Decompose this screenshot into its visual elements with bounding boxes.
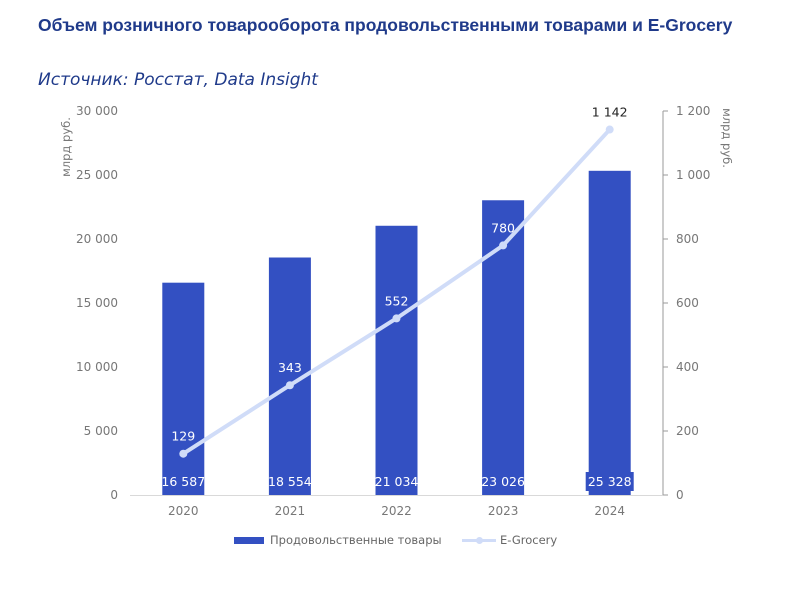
- chart-title: Объем розничного товарооборота продоволь…: [38, 15, 733, 35]
- left-tick-label: 15 000: [76, 296, 118, 310]
- line-series: [179, 125, 614, 458]
- bar-value-label: 16 587: [161, 474, 205, 489]
- right-tick-label: 0: [676, 488, 684, 502]
- line-value-label: 780: [491, 220, 515, 235]
- chart-subtitle: Источник: Росстат, Data Insight: [38, 70, 318, 90]
- line-value-label: 129: [171, 429, 195, 444]
- right-tick-label: 1 200: [676, 104, 710, 118]
- line-value-label: 1 142: [592, 105, 628, 120]
- legend-item-line[interactable]: E-Grocery: [462, 533, 557, 547]
- x-tick-label: 2020: [168, 504, 199, 518]
- bar-value-label: 23 026: [481, 474, 525, 489]
- legend-bar-label: Продовольственные товары: [270, 533, 442, 547]
- x-tick-label: 2022: [381, 504, 412, 518]
- left-tick-label: 0: [110, 488, 118, 502]
- bar-label-box: [585, 472, 634, 491]
- right-tick-label: 1 000: [676, 168, 710, 182]
- legend-bar-swatch: [234, 536, 264, 544]
- right-tick-label: 200: [676, 424, 699, 438]
- data-labels: 16 587 18 554 21 034 23 026 25 328 129 343 552 7…: [161, 105, 634, 491]
- line-value-label: 343: [278, 360, 302, 375]
- line-point[interactable]: [499, 241, 508, 250]
- left-tick-label: 10 000: [76, 360, 118, 374]
- right-axis-label: млрд руб.: [720, 108, 734, 168]
- legend-line-swatch: [462, 536, 496, 544]
- right-tick-label: 600: [676, 296, 699, 310]
- left-axis: 0 5 000 10 000 15 000 20 000 25 000 30 000млрд…: [59, 104, 118, 502]
- bar-value-label: 18 554: [268, 474, 312, 489]
- right-tick-label: 400: [676, 360, 699, 374]
- left-tick-label: 25 000: [76, 168, 118, 182]
- bar[interactable]: [588, 170, 631, 495]
- line-point[interactable]: [392, 314, 401, 323]
- left-tick-label: 30 000: [76, 104, 118, 118]
- legend-line-label: E-Grocery: [500, 533, 558, 547]
- left-axis-label: млрд руб.: [59, 117, 73, 177]
- legend-item-bars[interactable]: Продовольственные товары: [234, 533, 442, 547]
- line-value-label: 552: [385, 293, 409, 308]
- x-tick-label: 2021: [275, 504, 306, 518]
- line-point[interactable]: [285, 381, 294, 390]
- line-point[interactable]: [605, 125, 614, 134]
- x-tick-label: 2023: [488, 504, 519, 518]
- bar-value-label: 21 034: [375, 474, 419, 489]
- bar-value-label: 25 328: [588, 474, 632, 489]
- bar[interactable]: [162, 282, 205, 495]
- right-axis: 0 200 400 600 800 1 000 1 200 млрд руб.: [662, 104, 734, 502]
- right-tick-label: 800: [676, 232, 699, 246]
- x-axis: 2020 2021 2022 2023 2024: [130, 495, 663, 518]
- left-tick-label: 20 000: [76, 232, 118, 246]
- bar[interactable]: [375, 225, 418, 495]
- legend: Продовольственные товары E-Grocery: [0, 533, 794, 549]
- line-point[interactable]: [179, 449, 188, 458]
- x-tick-label: 2024: [594, 504, 625, 518]
- left-tick-label: 5 000: [84, 424, 118, 438]
- bar-series: [162, 170, 631, 495]
